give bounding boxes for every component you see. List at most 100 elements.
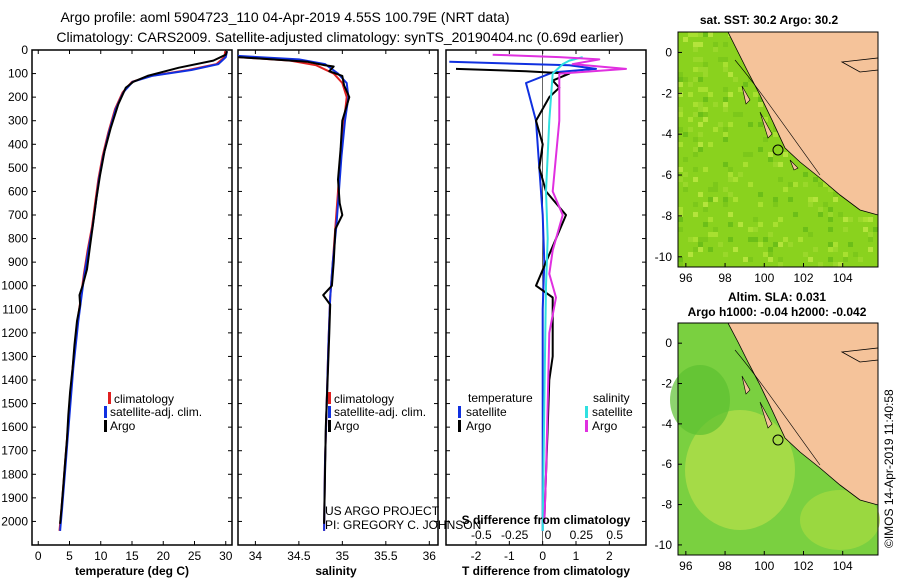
- sst-pixel: [773, 202, 778, 207]
- sst-pixel: [703, 112, 708, 117]
- sst-pixel: [693, 42, 698, 47]
- sst-pixel: [778, 262, 783, 267]
- sst-pixel: [788, 197, 793, 202]
- sst-pixel: [678, 72, 683, 77]
- sst-pixel: [693, 112, 698, 117]
- temperature-xlabel: temperature (deg C): [75, 564, 189, 578]
- sst-pixel: [748, 152, 753, 157]
- sst-pixel: [728, 92, 733, 97]
- sst-pixel: [758, 192, 763, 197]
- ytick-label: 1100: [2, 302, 28, 316]
- sst-pixel: [703, 117, 708, 122]
- sst-map-island-1: [741, 85, 751, 105]
- ytick-label: 800: [8, 232, 28, 246]
- sst-map-island-2: [759, 111, 773, 139]
- ytick-label: 1000: [1, 279, 28, 293]
- sst-pixel: [678, 212, 683, 217]
- sst-pixel: [743, 82, 748, 87]
- s-tick-label: 0.5: [606, 528, 623, 542]
- sst-pixel: [693, 202, 698, 207]
- xtick-label: 30: [219, 549, 233, 563]
- sst-pixel: [683, 132, 688, 137]
- sst-pixel: [733, 197, 738, 202]
- map-xtick-label: 98: [718, 271, 732, 285]
- sst-pixel: [743, 162, 748, 167]
- ytick-label: 500: [8, 161, 28, 175]
- ytick-label: 400: [8, 137, 28, 151]
- sla-map-contour: [734, 349, 821, 466]
- series-line: [59, 50, 228, 524]
- sst-pixel: [693, 47, 698, 52]
- sst-pixel: [708, 232, 713, 237]
- sst-pixel: [788, 242, 793, 247]
- sst-pixel: [758, 222, 763, 227]
- sst-pixel: [698, 122, 703, 127]
- sst-pixel: [758, 202, 763, 207]
- sst-pixel: [693, 147, 698, 152]
- sst-pixel: [713, 42, 718, 47]
- sst-pixel: [683, 157, 688, 162]
- sst-pixel: [843, 217, 848, 222]
- sst-pixel: [718, 242, 723, 247]
- sst-pixel: [738, 172, 743, 177]
- legend-argo-label: Argo: [110, 419, 136, 433]
- title-line1: Argo profile: aoml 5904723_110 04-Apr-20…: [60, 9, 509, 25]
- sst-pixel: [813, 247, 818, 252]
- sst-pixel: [828, 242, 833, 247]
- sst-pixel: [708, 217, 713, 222]
- sst-pixel: [848, 242, 853, 247]
- xtick-label: 25: [188, 549, 202, 563]
- sst-pixel: [733, 247, 738, 252]
- sst-pixel: [778, 217, 783, 222]
- sst-pixel: [763, 117, 768, 122]
- series-line: [541, 56, 583, 531]
- sst-pixel: [728, 172, 733, 177]
- sst-pixel: [698, 147, 703, 152]
- s-tick-label: -0.5: [471, 528, 492, 542]
- legend-s-climatology-swatch: [328, 392, 331, 404]
- legend-argo-swatch: [104, 420, 107, 432]
- sst-pixel: [828, 207, 833, 212]
- map-ytick-label: -6: [661, 457, 672, 471]
- sst-pixel: [853, 252, 858, 257]
- sst-pixel: [753, 227, 758, 232]
- sst-pixel: [698, 67, 703, 72]
- sst-pixel: [868, 232, 873, 237]
- sst-pixel: [828, 257, 833, 262]
- sst-pixel: [828, 227, 833, 232]
- sst-pixel: [783, 187, 788, 192]
- sst-pixel: [703, 237, 708, 242]
- sst-pixel: [713, 182, 718, 187]
- sst-pixel: [768, 252, 773, 257]
- ytick-label: 0: [21, 43, 28, 57]
- map-xtick-label: 104: [833, 559, 853, 573]
- sst-pixel: [818, 212, 823, 217]
- credit-project: US ARGO PROJECT: [325, 504, 440, 518]
- sst-pixel: [738, 87, 743, 92]
- sst-pixel: [813, 177, 818, 182]
- sst-pixel: [713, 47, 718, 52]
- series-line: [58, 51, 227, 531]
- map-ytick-label: 0: [665, 336, 672, 350]
- xtick-label: 35: [336, 549, 350, 563]
- series-line: [449, 60, 597, 531]
- sst-pixel: [828, 212, 833, 217]
- sst-pixel: [833, 197, 838, 202]
- sla-map-title2: Argo h1000: -0.04 h2000: -0.042: [688, 305, 867, 319]
- sst-map-title: sat. SST: 30.2 Argo: 30.2: [700, 13, 839, 27]
- sst-pixel: [678, 107, 683, 112]
- sst-pixel: [728, 222, 733, 227]
- legend-t-satellite-label: satellite: [466, 405, 507, 419]
- sst-pixel: [728, 167, 733, 172]
- map-ytick-label: -2: [661, 377, 672, 391]
- map-ytick-label: -8: [661, 209, 672, 223]
- ytick-label: 1300: [1, 349, 28, 363]
- map-ytick-label: -10: [655, 538, 673, 552]
- sst-pixel: [703, 67, 708, 72]
- ytick-label: 1900: [1, 491, 28, 505]
- sst-pixel: [868, 217, 873, 222]
- sst-pixel: [743, 257, 748, 262]
- legend-salinity-title: salinity: [593, 391, 630, 405]
- sst-pixel: [753, 237, 758, 242]
- ytick-label: 900: [8, 255, 28, 269]
